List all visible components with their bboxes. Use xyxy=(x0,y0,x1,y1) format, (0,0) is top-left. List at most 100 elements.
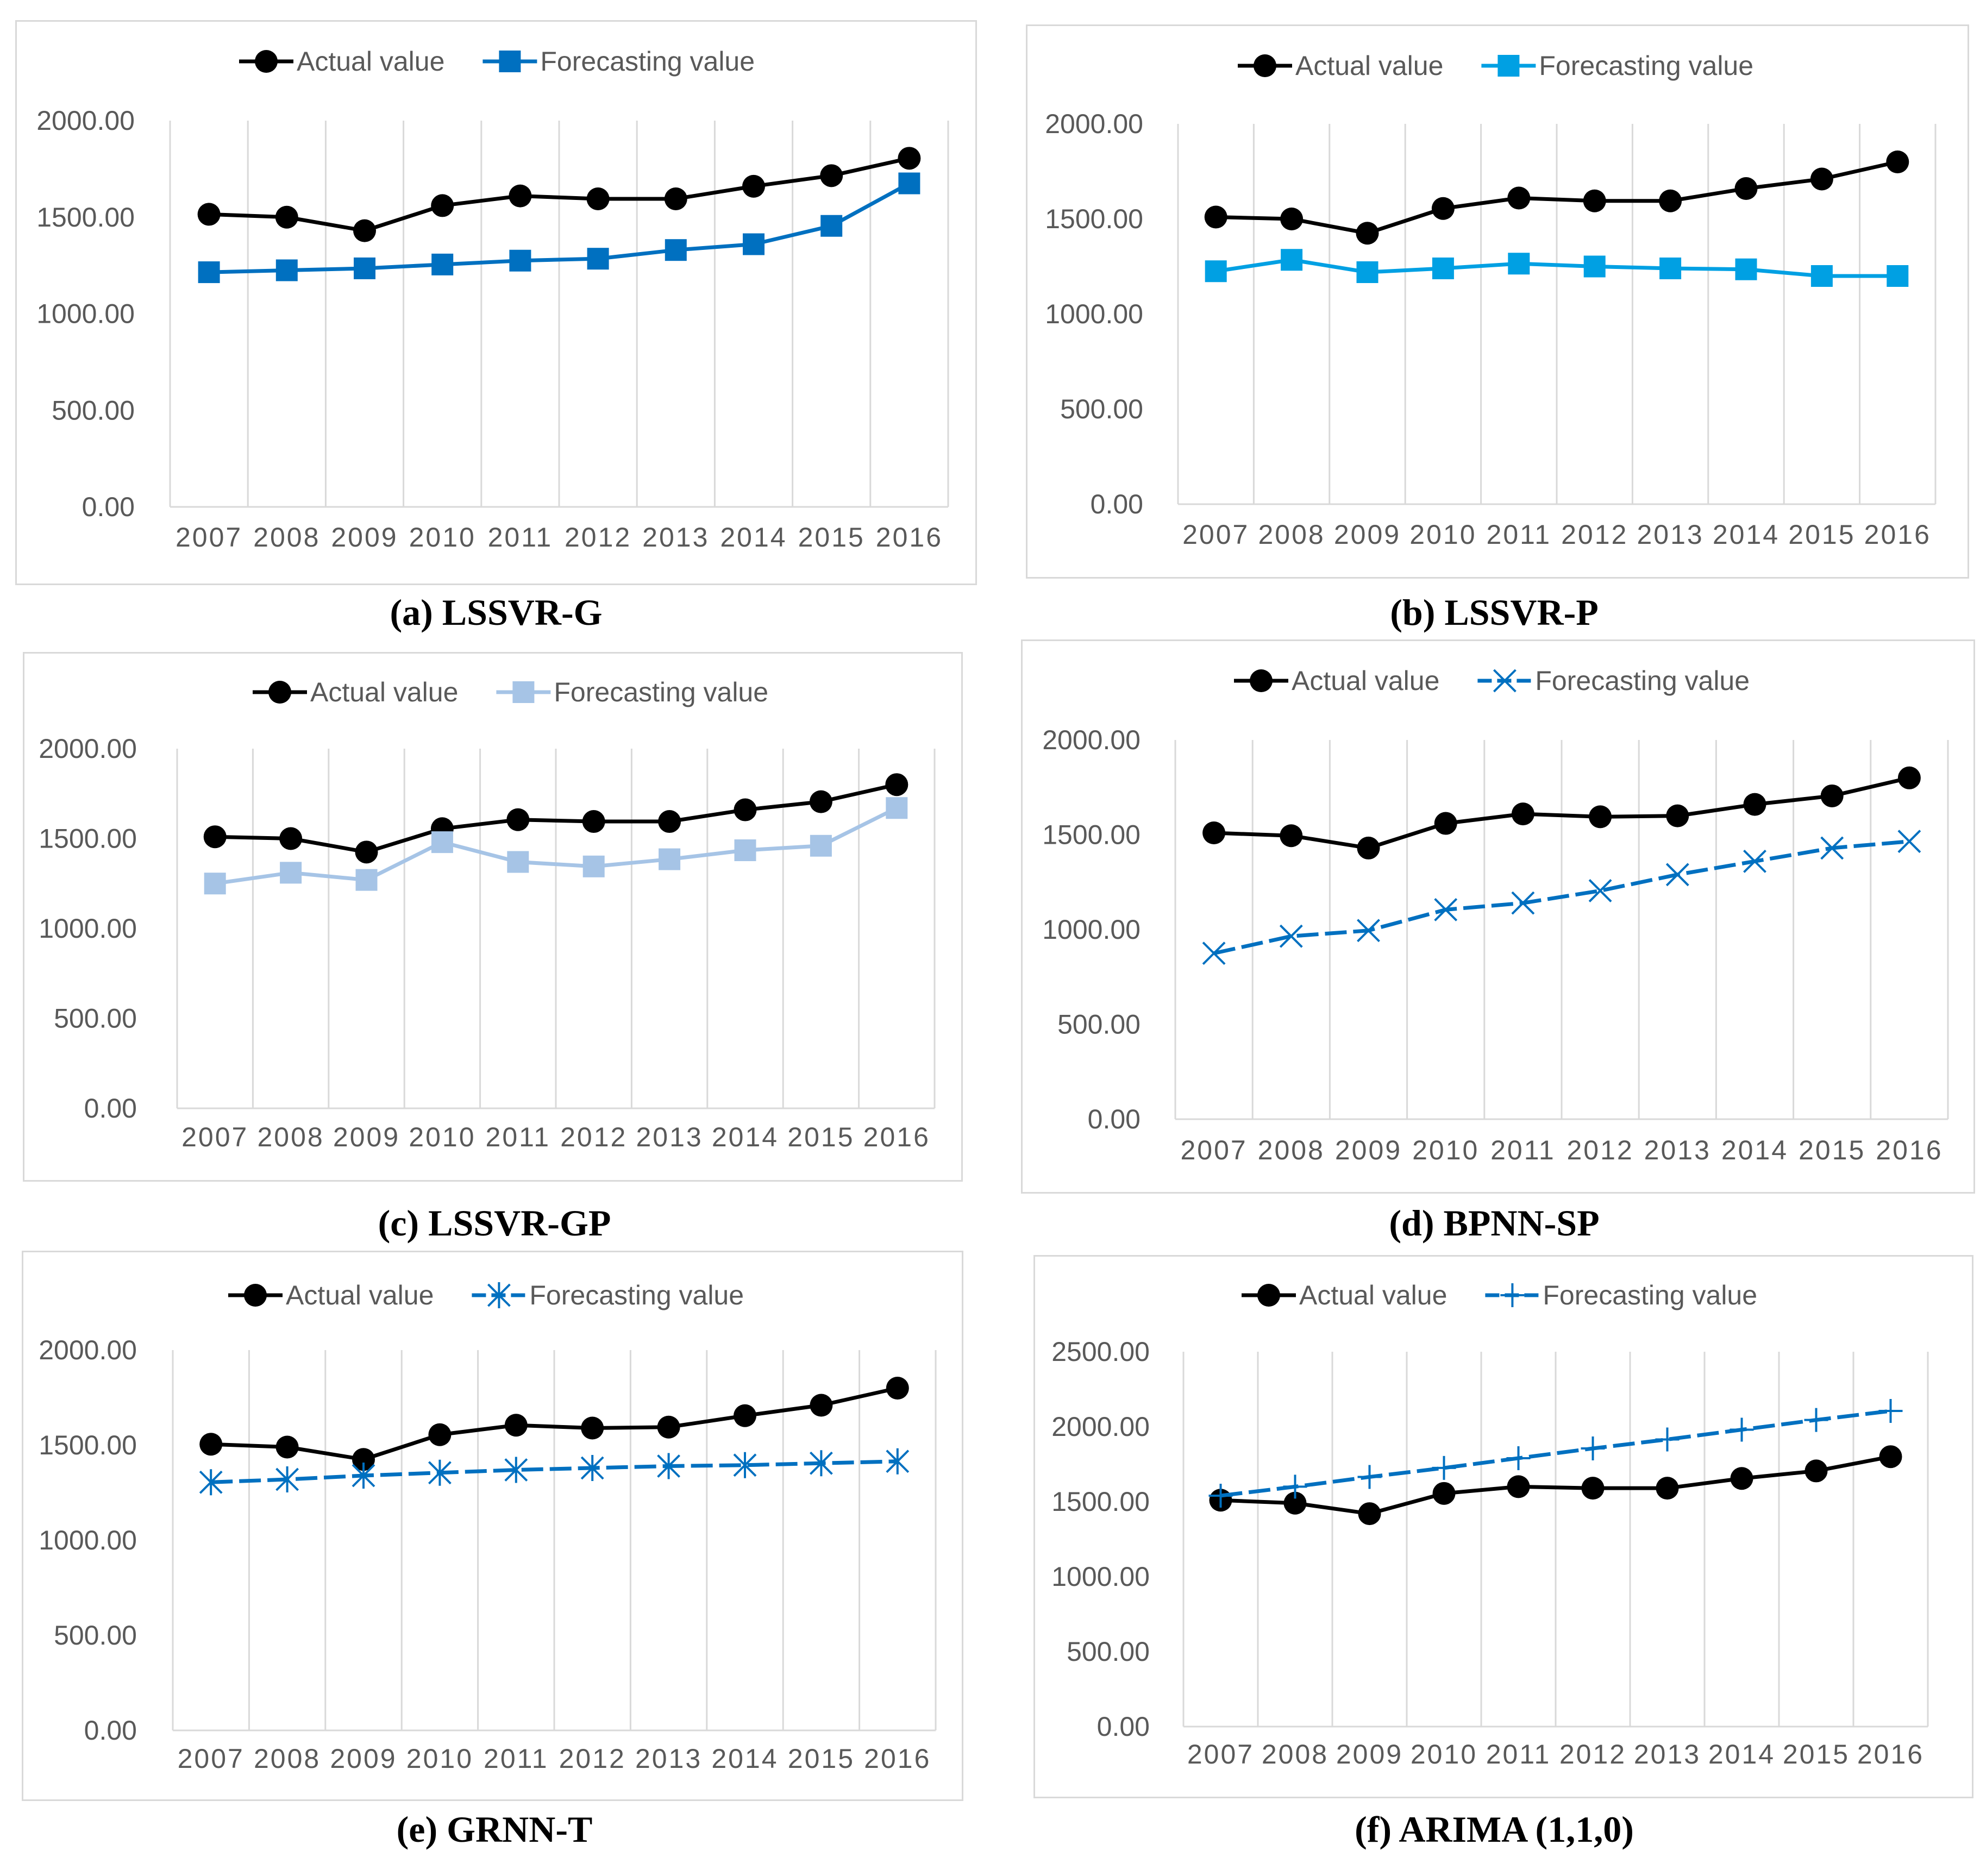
series-line-c-0 xyxy=(215,782,898,854)
data-point-b-0-9 xyxy=(1886,150,1909,173)
series-line-c-1 xyxy=(215,806,898,886)
x-tick-label-d-7: 2014 xyxy=(1721,1135,1788,1165)
data-point-b-1-9 xyxy=(1887,265,1909,287)
legend-marker-b-1 xyxy=(1497,55,1520,77)
data-point-c-0-4 xyxy=(506,808,530,831)
data-point-e-1-4 xyxy=(504,1457,528,1483)
data-point-d-1-4 xyxy=(1511,891,1535,915)
chart-panel-b xyxy=(1026,24,1969,579)
y-tick-label-b-0: 0.00 xyxy=(1091,489,1143,519)
legend-marker-a-0 xyxy=(255,50,278,73)
legend-marker-d-1 xyxy=(1493,669,1517,693)
data-point-c-1-0 xyxy=(204,873,226,895)
data-point-f-1-0 xyxy=(1208,1483,1233,1508)
data-point-d-1-3 xyxy=(1434,898,1458,921)
x-tick-label-a-4: 2011 xyxy=(488,522,553,553)
data-point-f-1-1 xyxy=(1283,1475,1307,1499)
data-point-e-0-6 xyxy=(657,1415,680,1439)
legend-label-a-1: Forecasting value xyxy=(540,46,755,77)
data-point-e-1-5 xyxy=(580,1455,604,1481)
data-point-d-0-5 xyxy=(1589,805,1612,829)
y-tick-label-d-0: 0.00 xyxy=(1088,1104,1141,1134)
caption-model-c: LSSVR-GP xyxy=(428,1202,611,1244)
data-point-e-0-1 xyxy=(275,1435,299,1459)
legend-marker-d-0 xyxy=(1250,669,1273,692)
data-point-e-1-9 xyxy=(886,1448,910,1475)
legend-label-f-0: Actual value xyxy=(1299,1280,1447,1310)
x-tick-label-f-0: 2007 xyxy=(1187,1739,1254,1770)
data-point-c-1-3 xyxy=(431,831,453,854)
data-point-c-1-4 xyxy=(507,851,529,873)
x-tick-label-a-1: 2008 xyxy=(253,522,320,553)
data-point-c-1-8 xyxy=(810,835,832,857)
data-point-f-0-2 xyxy=(1358,1502,1381,1526)
x-tick-label-d-0: 2007 xyxy=(1180,1135,1247,1165)
x-tick-label-a-6: 2013 xyxy=(642,522,709,553)
x-tick-label-b-1: 2008 xyxy=(1258,519,1325,550)
x-tick-label-a-7: 2014 xyxy=(720,522,787,553)
data-point-a-1-4 xyxy=(509,249,531,272)
x-tick-label-e-2: 2009 xyxy=(330,1743,397,1774)
legend-label-c-1: Forecasting value xyxy=(554,677,768,707)
legend-marker-a-1 xyxy=(499,51,521,72)
x-tick-label-e-0: 2007 xyxy=(178,1743,245,1774)
data-point-b-1-6 xyxy=(1659,258,1682,279)
x-tick-label-f-2: 2009 xyxy=(1336,1739,1403,1770)
x-tick-label-b-6: 2013 xyxy=(1637,519,1703,550)
x-tick-label-d-9: 2016 xyxy=(1876,1135,1943,1165)
data-point-c-0-5 xyxy=(582,810,605,833)
data-point-c-1-1 xyxy=(280,862,302,884)
series-line-d-0 xyxy=(1213,776,1910,850)
data-point-c-0-7 xyxy=(734,798,757,821)
data-point-f-1-4 xyxy=(1506,1446,1531,1470)
data-point-a-0-0 xyxy=(197,203,221,226)
data-point-d-1-8 xyxy=(1820,836,1844,860)
data-point-b-0-1 xyxy=(1280,208,1304,230)
data-point-d-0-1 xyxy=(1280,824,1303,848)
data-point-c-0-0 xyxy=(203,825,227,849)
x-tick-label-e-8: 2015 xyxy=(788,1743,855,1774)
data-point-d-1-5 xyxy=(1588,879,1612,902)
data-point-b-0-3 xyxy=(1431,197,1455,220)
caption-model-f: ARIMA (1,1,0) xyxy=(1399,1809,1634,1850)
x-tick-label-d-3: 2010 xyxy=(1412,1135,1479,1165)
chart-panel-d xyxy=(1021,639,1975,1194)
data-point-f-0-9 xyxy=(1879,1445,1902,1469)
legend-label-c-0: Actual value xyxy=(310,677,458,707)
x-tick-label-e-4: 2011 xyxy=(484,1743,549,1774)
data-point-a-0-6 xyxy=(664,187,687,210)
legend-label-a-0: Actual value xyxy=(297,46,444,77)
x-tick-label-a-9: 2016 xyxy=(876,522,943,553)
x-tick-label-b-3: 2010 xyxy=(1409,519,1476,550)
caption-letter-e: (e) xyxy=(396,1809,438,1850)
series-line-e-1 xyxy=(211,1459,898,1484)
data-point-c-0-2 xyxy=(355,840,378,864)
data-point-b-0-8 xyxy=(1810,167,1833,191)
caption-b: (b) LSSVR-P xyxy=(1000,591,1980,634)
data-point-d-0-3 xyxy=(1434,812,1457,835)
data-point-a-1-9 xyxy=(898,172,920,194)
y-tick-label-b-3: 1500.00 xyxy=(1045,204,1143,234)
y-tick-label-e-1: 500.00 xyxy=(54,1620,137,1651)
data-point-a-0-5 xyxy=(586,187,610,210)
data-point-b-0-4 xyxy=(1507,186,1531,210)
caption-letter-b: (b) xyxy=(1390,592,1436,633)
data-point-e-0-7 xyxy=(734,1404,756,1427)
data-point-f-1-9 xyxy=(1878,1399,1903,1423)
chart-panel-a xyxy=(15,20,977,585)
data-point-f-1-8 xyxy=(1804,1408,1828,1432)
x-tick-label-e-6: 2013 xyxy=(635,1743,702,1774)
chart-d: 0.00 500.00 1000.00 1500.00 2000.00 2007 2008 2… xyxy=(1042,666,1949,1165)
data-point-b-1-2 xyxy=(1356,261,1379,283)
y-tick-label-e-2: 1000.00 xyxy=(39,1525,137,1555)
caption-model-b: LSSVR-P xyxy=(1444,592,1599,633)
data-point-f-1-3 xyxy=(1432,1455,1456,1480)
caption-f: (f) ARIMA (1,1,0) xyxy=(1000,1808,1980,1851)
x-tick-label-e-5: 2012 xyxy=(559,1743,626,1774)
data-point-e-0-8 xyxy=(810,1394,833,1417)
y-tick-label-b-1: 500.00 xyxy=(1060,394,1143,424)
data-point-b-0-2 xyxy=(1356,222,1379,245)
legend-label-f-1: Forecasting value xyxy=(1543,1280,1757,1310)
legend-marker-c-0 xyxy=(268,681,291,704)
